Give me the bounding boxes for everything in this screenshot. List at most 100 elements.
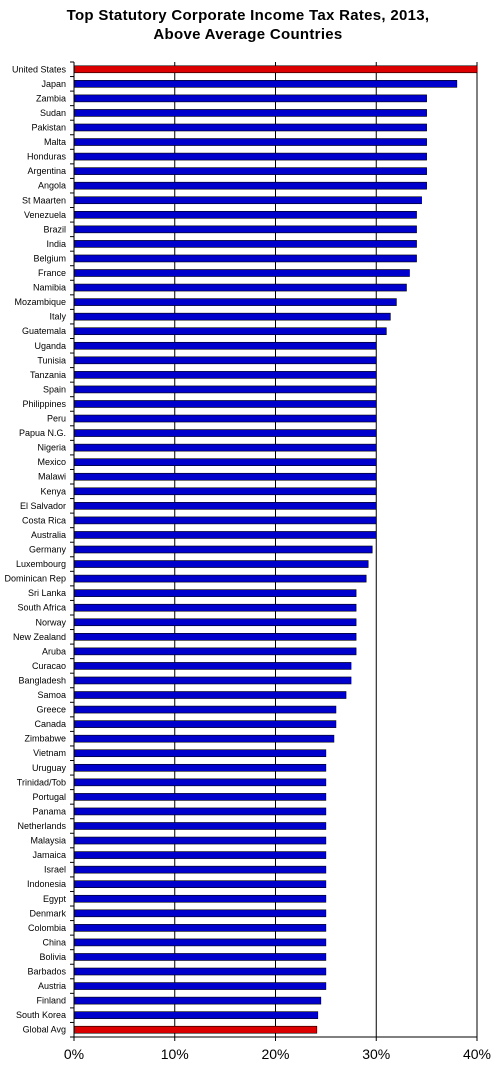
bar-trinidad-tob (73, 778, 327, 787)
bar-bolivia (73, 953, 327, 961)
category-label-bangladesh: Bangladesh (18, 675, 66, 685)
bar-honduras (73, 152, 427, 161)
x-tick-label-40: 40% (463, 1046, 491, 1062)
category-label-malawi: Malawi (38, 472, 66, 482)
bar-luxembourg (73, 560, 369, 568)
bar-nigeria (73, 443, 377, 452)
category-labels: United States Japan Zambia Sudan Pakistan Mal… (4, 64, 66, 1034)
bar-venezuela (73, 211, 417, 219)
category-label-united-states: United States (12, 64, 67, 74)
bar-angola (73, 181, 427, 190)
category-label-germany: Germany (29, 545, 67, 555)
bar-pakistan (73, 123, 427, 132)
bar-mexico (73, 458, 377, 466)
bar-malaysia (73, 836, 327, 845)
category-label-vietnam: Vietnam (33, 748, 66, 758)
bar-israel (73, 865, 327, 874)
category-label-angola: Angola (38, 181, 66, 191)
bar-germany (73, 545, 373, 554)
bar-zimbabwe (73, 734, 335, 743)
category-label-venezuela: Venezuela (24, 210, 66, 220)
x-tick-label-20: 20% (261, 1046, 289, 1062)
category-label-portugal: Portugal (32, 792, 66, 802)
category-label-kenya: Kenya (40, 486, 66, 496)
category-label-spain: Spain (43, 384, 66, 394)
category-label-norway: Norway (35, 617, 66, 627)
bar-barbados (73, 967, 327, 976)
bar-uruguay (73, 763, 327, 772)
category-label-trinidad-tob: Trinidad/Tob (17, 777, 66, 787)
bar-tanzania (73, 371, 377, 379)
category-label-aruba: Aruba (42, 646, 66, 656)
bar-netherlands (73, 822, 327, 830)
category-label-global-avg: Global Avg (23, 1025, 66, 1035)
category-label-france: France (38, 268, 66, 278)
bar-south-africa (73, 603, 357, 612)
category-label-namibia: Namibia (33, 283, 66, 293)
category-label-south-korea: South Korea (16, 1010, 66, 1020)
bar-philippines (73, 400, 377, 408)
bar-japan (73, 80, 458, 88)
bar-bangladesh (73, 676, 352, 685)
category-label-luxembourg: Luxembourg (16, 559, 66, 569)
bar-norway (73, 618, 357, 627)
bar-canada (73, 720, 337, 728)
bar-austria (73, 982, 327, 990)
category-label-curacao: Curacao (32, 661, 66, 671)
category-label-greece: Greece (36, 705, 66, 715)
category-label-uruguay: Uruguay (32, 763, 67, 773)
bar-papua-n-g (73, 429, 377, 437)
category-label-dominican-rep: Dominican Rep (4, 574, 66, 584)
category-label-malta: Malta (44, 137, 66, 147)
category-label-mexico: Mexico (37, 457, 66, 467)
category-label-nigeria: Nigeria (37, 443, 66, 453)
category-label-austria: Austria (38, 981, 66, 991)
category-label-italy: Italy (49, 312, 66, 322)
category-label-finland: Finland (36, 996, 66, 1006)
category-label-israel: Israel (44, 865, 66, 875)
category-label-egypt: Egypt (43, 894, 67, 904)
category-label-zimbabwe: Zimbabwe (24, 734, 66, 744)
bar-aruba (73, 647, 357, 656)
bar-sudan (73, 109, 427, 117)
x-tick-label-10: 10% (161, 1046, 189, 1062)
bar-vietnam (73, 749, 327, 758)
bar-italy (73, 312, 391, 321)
chart-title-line-1: Top Statutory Corporate Income Tax Rates… (66, 7, 430, 24)
bar-sri-lanka (73, 589, 357, 597)
category-label-sudan: Sudan (40, 108, 66, 118)
category-label-jamaica: Jamaica (32, 850, 66, 860)
category-label-barbados: Barbados (27, 967, 66, 977)
bar-namibia (73, 283, 407, 292)
category-label-south-africa: South Africa (17, 603, 66, 613)
axes (70, 61, 478, 1041)
bar-peru (73, 414, 377, 423)
bar-malawi (73, 472, 377, 481)
category-label-netherlands: Netherlands (17, 821, 66, 831)
bar-panama (73, 807, 327, 816)
category-label-australia: Australia (31, 530, 66, 540)
category-label-denmark: Denmark (29, 908, 66, 918)
bar-portugal (73, 793, 327, 801)
bar-costa-rica (73, 516, 377, 525)
category-label-zambia: Zambia (36, 93, 66, 103)
category-label-new-zealand: New Zealand (13, 632, 66, 642)
category-label-mozambique: Mozambique (14, 297, 66, 307)
category-label-st-maarten: St Maarten (22, 195, 66, 205)
x-tick-label-30: 30% (362, 1046, 390, 1062)
bar-united-states (73, 65, 478, 74)
category-label-sri-lanka: Sri Lanka (28, 588, 66, 598)
bar-new-zealand (73, 633, 357, 641)
category-label-belgium: Belgium (33, 253, 66, 263)
category-label-pakistan: Pakistan (31, 122, 66, 132)
category-label-el-salvador: El Salvador (20, 501, 66, 511)
chart-title-line-2: Above Average Countries (153, 26, 343, 43)
bar-jamaica (73, 851, 327, 859)
bar-finland (73, 996, 322, 1005)
bar-curacao (73, 662, 352, 670)
x-tick-labels: 0% 10% 20% 30% 40% (64, 1046, 491, 1062)
category-label-brazil: Brazil (43, 224, 66, 234)
category-label-samoa: Samoa (37, 690, 66, 700)
x-tick-label-0: 0% (64, 1046, 84, 1062)
